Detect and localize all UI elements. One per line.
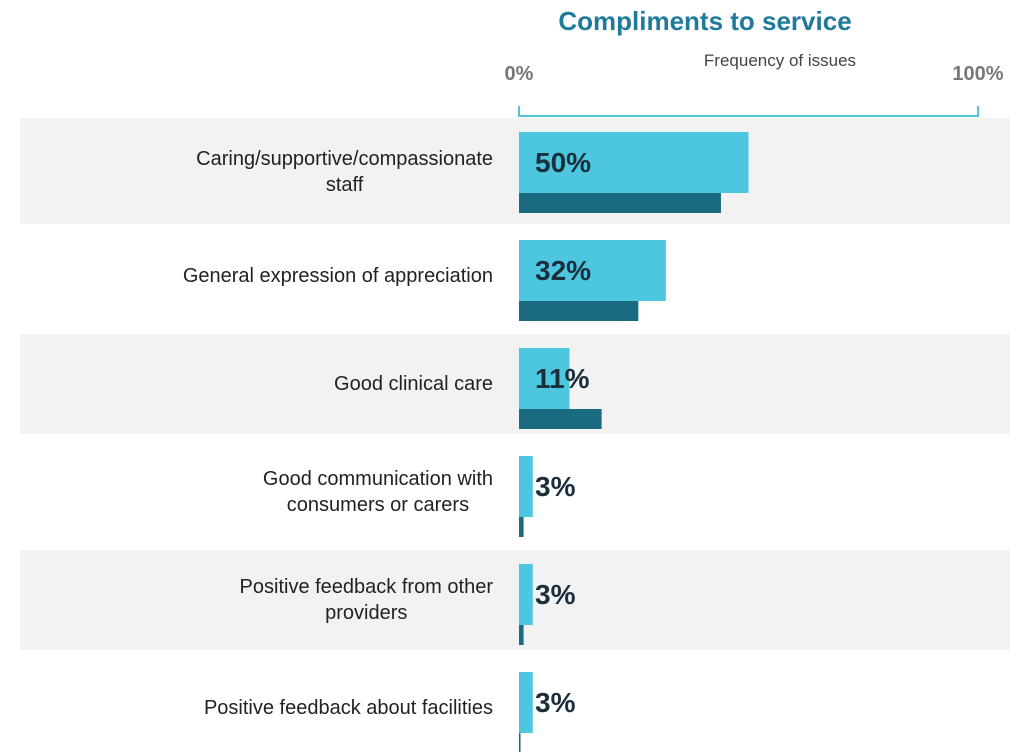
bar	[519, 193, 721, 213]
value-label: 11%	[535, 363, 590, 394]
value-label: 32%	[535, 255, 591, 286]
row-band	[20, 118, 1010, 224]
bar	[519, 348, 570, 409]
chart-title: Compliments to service	[558, 6, 851, 36]
category-text: Good clinical care	[334, 373, 493, 395]
category-text: Positive feedback about facilities	[203, 697, 493, 719]
category-label: Caring/supportive/compassionate staff	[196, 118, 493, 226]
x-tick-label: 100%	[952, 63, 1003, 85]
row-band	[20, 334, 1010, 434]
bar	[519, 564, 533, 625]
bar	[519, 517, 524, 537]
category-text: Caring/supportive/compassionate staff	[196, 148, 493, 196]
category-label: Positive feedback from other providers	[240, 546, 493, 654]
category-label: Positive feedback about facilities	[204, 654, 493, 752]
category-label: General expression of appreciation	[183, 222, 493, 330]
bar	[519, 733, 521, 752]
value-label: 50%	[535, 147, 591, 178]
category-text: General expression of appreciation	[182, 265, 493, 287]
value-label: 3%	[535, 687, 576, 718]
bar	[519, 409, 602, 429]
bar	[519, 625, 524, 645]
category-text: Positive feedback from other providers	[239, 576, 493, 624]
row-band	[20, 550, 1010, 650]
category-label: Good communication with consumers or car…	[263, 438, 493, 546]
bar	[519, 672, 533, 733]
bar	[519, 240, 666, 301]
value-label: 3%	[535, 579, 576, 610]
category-label: Good clinical care	[334, 330, 493, 438]
x-tick-label: 0%	[505, 63, 534, 85]
axis-label: Frequency of issues	[704, 51, 856, 70]
bar	[519, 301, 639, 321]
category-text: Good communication with consumers or car…	[262, 468, 493, 516]
bar	[519, 456, 533, 517]
value-label: 3%	[535, 471, 576, 502]
bar	[519, 132, 749, 193]
